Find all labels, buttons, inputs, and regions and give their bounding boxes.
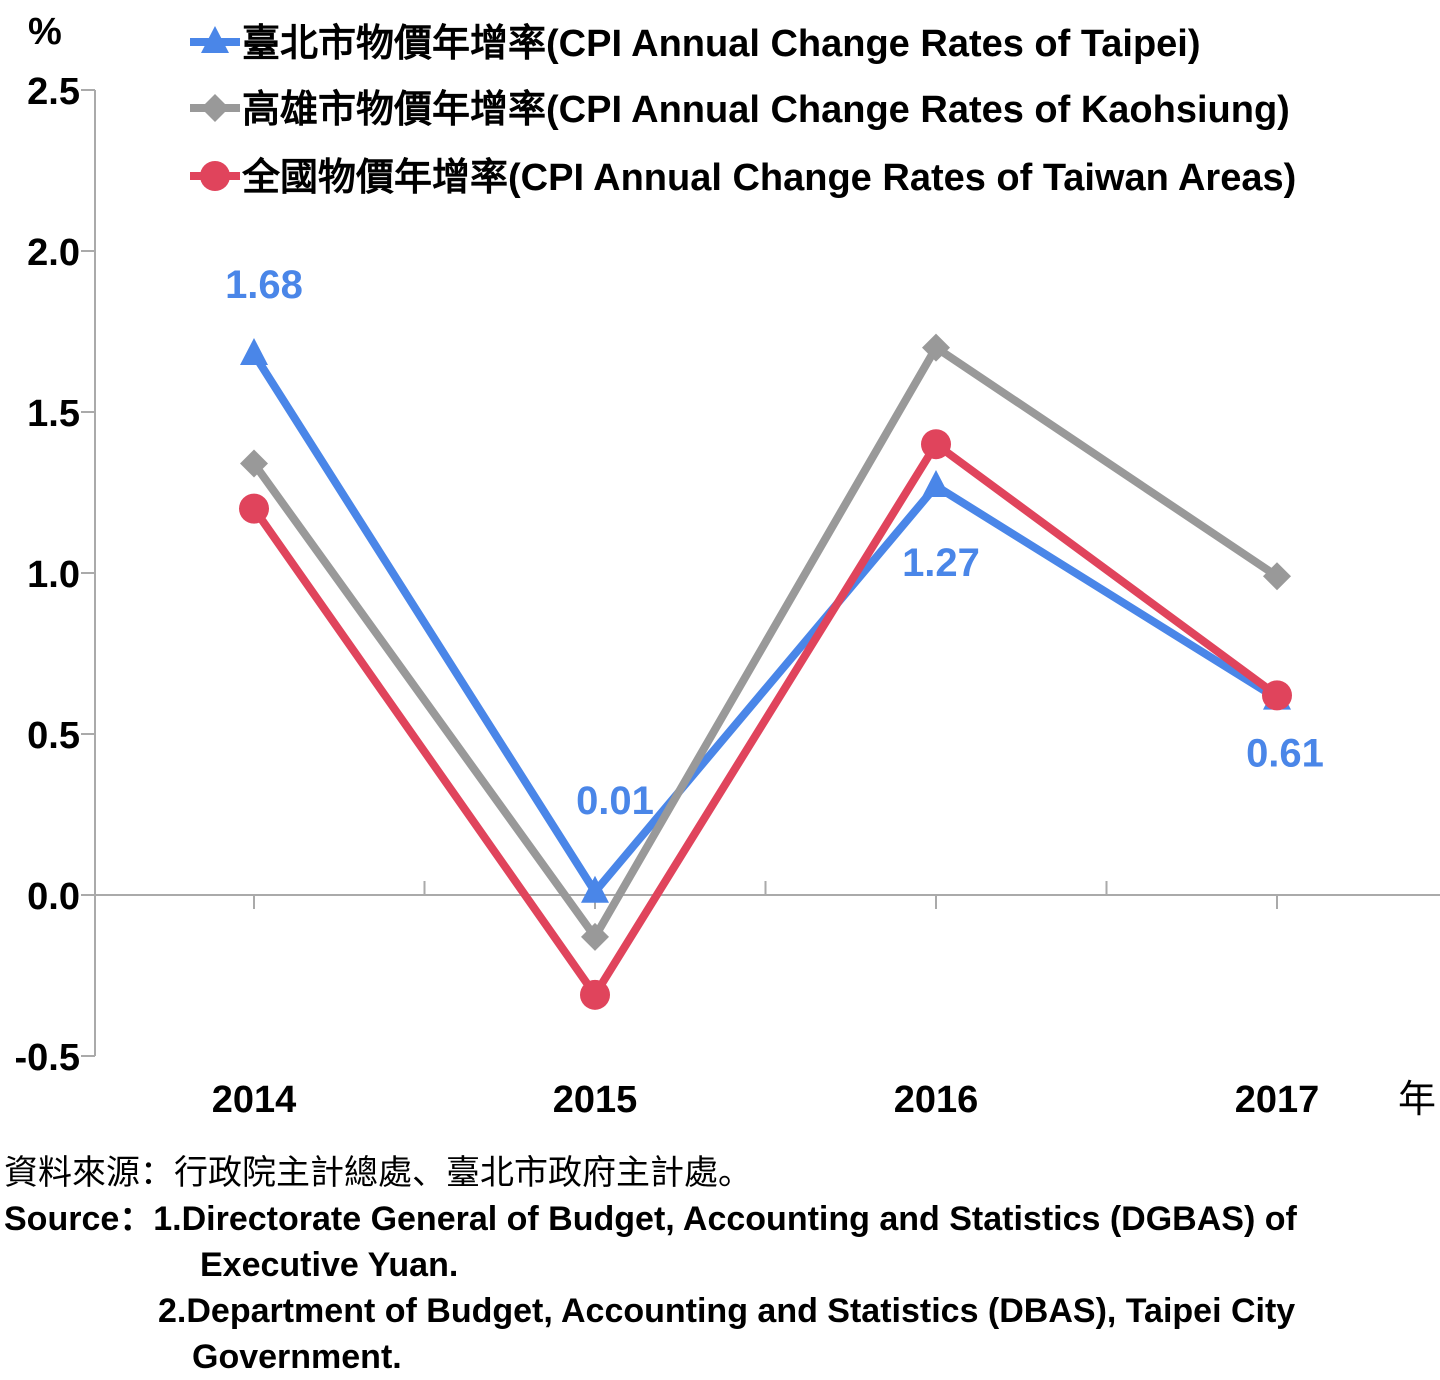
- y-tick-label: 2.0: [27, 232, 80, 274]
- series-1-point: [1263, 562, 1291, 591]
- series-2-point: [921, 429, 951, 460]
- y-tick-label: 2.5: [27, 71, 80, 113]
- source-item-2-text: 2.Department of Budget, Accounting and S…: [158, 1292, 1296, 1330]
- legend-marker: [201, 26, 229, 53]
- series-2-point: [1262, 680, 1292, 711]
- x-tick-label: 2015: [553, 1079, 638, 1121]
- data-label: 1.68: [225, 263, 303, 307]
- source-item-1-cont: Executive Yuan.: [200, 1246, 459, 1284]
- source-item-2: 2.Department of Budget, Accounting and S…: [4, 1288, 1440, 1334]
- y-tick-label: 0.0: [27, 876, 80, 918]
- series-markers: [239, 333, 1292, 1010]
- x-tick-label: 2017: [1235, 1079, 1320, 1121]
- series-line-0: [250, 351, 1280, 896]
- source-item-2-cont: Government.: [192, 1338, 402, 1376]
- data-label: 1.27: [902, 541, 980, 585]
- y-unit-label: %: [28, 11, 62, 53]
- legend: 臺北市物價年增率(CPI Annual Change Rates of Taip…: [190, 23, 1296, 199]
- series-0-point: [240, 338, 268, 366]
- x-unit-label: 年: [1398, 1079, 1436, 1121]
- y-tick-label: 1.5: [27, 393, 80, 435]
- y-tick-label: 0.5: [27, 715, 80, 757]
- y-ticks: 2.5 2.0 1.5 1.0 0.5 0.0 -0.5: [15, 71, 95, 1079]
- legend-label: 全國物價年增率(CPI Annual Change Rates of Taiwa…: [241, 156, 1296, 199]
- series-lines: [250, 343, 1280, 999]
- legend-marker: [201, 94, 229, 122]
- series-0-point: [581, 875, 609, 903]
- source-item-1: Source： 1.Directorate General of Budget,…: [4, 1196, 1440, 1242]
- data-labels: 1.68 0.01 1.27 0.61: [225, 263, 1324, 823]
- series-1-point: [581, 922, 609, 951]
- series-line-1: [250, 343, 1280, 941]
- source-label: Source：: [4, 1200, 154, 1238]
- legend-marker: [200, 161, 230, 191]
- source-note: 資料來源：行政院主計總處、臺北市政府主計處。 Source： 1.Directo…: [4, 1150, 1440, 1380]
- series-1-point: [240, 449, 268, 478]
- series-2-point: [239, 493, 269, 524]
- x-ticks: 2014 2015 2016 2017: [212, 881, 1320, 1121]
- series-0-point: [922, 470, 950, 498]
- legend-label: 高雄市物價年增率(CPI Annual Change Rates of Kaoh…: [242, 89, 1290, 131]
- y-tick-label: 1.0: [27, 554, 80, 596]
- series-2-point: [580, 979, 610, 1010]
- source-zh: 資料來源：行政院主計總處、臺北市政府主計處。: [4, 1154, 752, 1192]
- line-chart: % 2.52.01.51.00.50.0-0.5 2014 2015 2016 201…: [15, 11, 1440, 1121]
- series-line-2: [250, 440, 1280, 999]
- x-tick-label: 2014: [212, 1079, 297, 1121]
- source-item-1-text: 1.Directorate General of Budget, Account…: [153, 1200, 1297, 1238]
- x-tick-label: 2016: [894, 1079, 979, 1121]
- data-label: 0.61: [1246, 732, 1324, 776]
- data-label: 0.01: [576, 779, 654, 823]
- y-tick-label: -0.5: [15, 1037, 80, 1079]
- series-1-point: [922, 333, 950, 362]
- legend-label: 臺北市物價年增率(CPI Annual Change Rates of Taip…: [242, 23, 1201, 65]
